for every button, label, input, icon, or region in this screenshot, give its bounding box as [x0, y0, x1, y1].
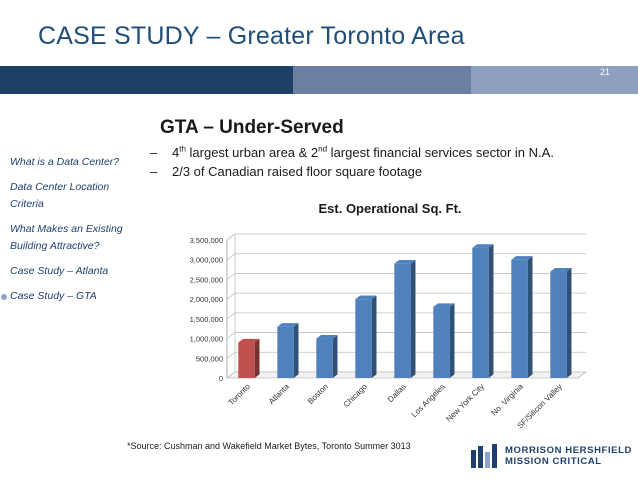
gridline-depth	[226, 253, 236, 261]
slide-title: CASE STUDY – Greater Toronto Area	[38, 22, 465, 50]
bar-side	[566, 267, 572, 378]
sidebar-item-gta[interactable]: Case Study – GTA	[1, 288, 150, 305]
bar-chart-svg: Est. Operational Sq. Ft. 0 500,000 1,000,00…	[190, 201, 588, 430]
y-tick-label: 3,000,000	[190, 256, 223, 265]
bar-top	[472, 244, 494, 248]
sidebar-item-label: What Makes an Existing Building Attracti…	[10, 223, 123, 252]
sidebar-item-location-criteria[interactable]: Data Center Location Criteria	[10, 179, 120, 213]
gridline-depth	[226, 292, 236, 300]
bar-side	[293, 323, 299, 378]
gridline-depth	[226, 332, 236, 339]
bar	[277, 326, 294, 378]
bullet-list: –4th largest urban area & 2nd largest fi…	[150, 143, 620, 181]
bar-top	[316, 334, 338, 339]
bar-top	[355, 295, 377, 300]
bar	[355, 299, 372, 378]
sidebar-item-what-is-data-center[interactable]: What is a Data Center?	[10, 154, 150, 171]
x-tick-label: Boston	[306, 382, 330, 406]
bullet-item: –4th largest urban area & 2nd largest fi…	[150, 144, 554, 160]
header-band-dark	[0, 66, 293, 94]
logo-text-line1: MORRISON HERSHFIELD	[505, 445, 632, 456]
active-bullet-icon	[1, 294, 7, 300]
bar-side	[527, 256, 533, 378]
bar-top	[277, 323, 299, 327]
y-tick-label: 0	[219, 374, 223, 383]
x-tick-label: No. Virginia	[489, 382, 525, 418]
bar-chart: Est. Operational Sq. Ft. 0 500,000 1,000,00…	[150, 196, 590, 438]
gridline-depth	[226, 233, 236, 241]
x-tick-label: Atlanta	[267, 382, 291, 406]
gridline-depth	[226, 273, 236, 280]
sidebar-item-label: Case Study – GTA	[10, 290, 97, 302]
y-tick-label: 1,000,000	[190, 335, 223, 344]
bar	[472, 247, 489, 378]
bar-top	[511, 256, 533, 260]
y-tick-label: 2,500,000	[190, 275, 223, 284]
company-logo: MORRISON HERSHFIELD MISSION CRITICAL	[470, 442, 632, 472]
y-tick-label: 500,000	[196, 354, 223, 363]
x-tick-label: Los Angeles	[410, 382, 447, 419]
header-band-light	[471, 66, 638, 94]
bar	[550, 271, 567, 378]
bar	[316, 338, 333, 378]
bar-side	[332, 334, 338, 378]
bar	[394, 263, 411, 378]
bar-top	[433, 303, 455, 308]
y-tick-label: 2,000,000	[190, 295, 223, 304]
bar-top	[394, 260, 416, 264]
x-tick-label: Chicago	[342, 382, 370, 410]
bar	[238, 342, 255, 378]
x-tick-label: New York City	[444, 382, 486, 424]
x-tick-label: Toronto	[227, 382, 253, 408]
bar-side	[488, 244, 494, 378]
x-tick-label: Dallas	[386, 382, 408, 404]
section-heading: GTA – Under-Served	[160, 117, 344, 138]
bar-top	[550, 267, 572, 272]
bar-side	[254, 338, 260, 378]
sidebar-item-atlanta[interactable]: Case Study – Atlanta	[10, 263, 150, 280]
bar-side	[410, 260, 416, 378]
sidebar-item-label: What is a Data Center?	[10, 156, 120, 168]
sidebar-item-label: Data Center Location Criteria	[10, 181, 110, 210]
chart-title: Est. Operational Sq. Ft.	[318, 201, 461, 216]
bullet-item: –2/3 of Canadian raised floor square foo…	[150, 164, 423, 179]
bar	[433, 307, 450, 378]
sidebar-item-label: Case Study – Atlanta	[10, 265, 109, 277]
y-tick-label: 3,500,000	[190, 236, 223, 245]
bar-side	[449, 303, 455, 378]
y-tick-label: 1,500,000	[190, 315, 223, 324]
logo-mark-icon	[471, 444, 497, 468]
sidebar-nav: What is a Data Center? Data Center Locat…	[1, 154, 150, 313]
bar	[511, 259, 528, 378]
gridline-depth	[226, 351, 236, 359]
sidebar-item-existing-building[interactable]: What Makes an Existing Building Attracti…	[10, 221, 135, 255]
bar-side	[371, 295, 377, 378]
logo-text-line2: MISSION CRITICAL	[505, 456, 602, 467]
bar-top	[238, 338, 260, 343]
page-number: 21	[599, 67, 610, 77]
gridline-depth	[226, 312, 236, 320]
header-band-mid	[293, 66, 471, 94]
source-note: *Source: Cushman and Wakefield Market By…	[127, 441, 411, 451]
bullet-dash: –	[150, 145, 158, 160]
bullet-dash: –	[150, 164, 158, 179]
